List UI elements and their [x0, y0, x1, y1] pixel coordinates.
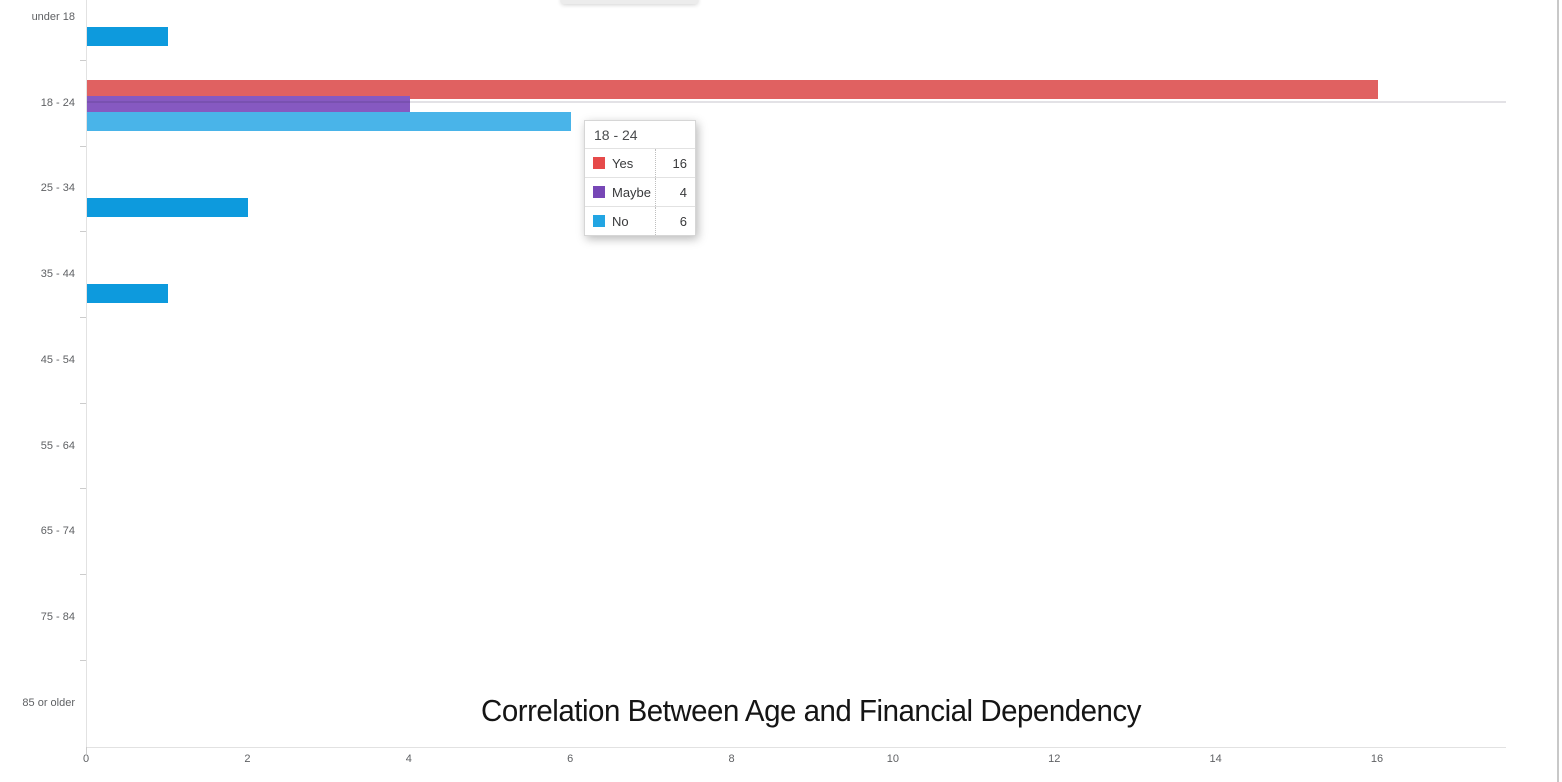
cutoff-toolbar-element: [561, 0, 698, 4]
y-axis-tick: [80, 59, 86, 61]
y-axis-tick: [80, 574, 86, 576]
x-axis-origin-tick: [86, 747, 87, 754]
yes-color-swatch-icon: [593, 157, 605, 169]
tooltip-label: Maybe: [612, 184, 652, 200]
bar-no-under-18[interactable]: [87, 26, 168, 46]
tooltip-header: 18 - 24: [594, 126, 638, 143]
x-axis-label-10: 10: [886, 753, 900, 765]
y-axis-tick: [80, 659, 86, 661]
y-axis-label-45---54: 45 - 54: [40, 353, 75, 366]
y-axis-label-35---44: 35 - 44: [40, 268, 75, 281]
tooltip-value: 6: [655, 207, 695, 235]
x-axis-label-4: 4: [405, 753, 412, 765]
x-axis-label-6: 6: [567, 753, 574, 765]
x-axis-label-0: 0: [82, 753, 90, 765]
chart-title: Correlation Between Age and Financial De…: [481, 693, 1141, 728]
y-axis-label-75---84: 75 - 84: [40, 611, 75, 624]
y-axis-tick: [80, 402, 86, 404]
y-axis-label-55---64: 55 - 64: [40, 439, 75, 452]
y-axis-line: [86, 0, 87, 748]
hover-guide-line: [87, 101, 1506, 103]
tooltip-row-maybe: Maybe 4: [585, 177, 695, 206]
y-axis-label-25---34: 25 - 34: [40, 182, 75, 195]
no-color-swatch-icon: [593, 215, 605, 227]
tooltip-row-yes: Yes 16: [585, 148, 695, 177]
x-axis-line: [86, 747, 1506, 748]
x-axis-label-12: 12: [1048, 753, 1061, 765]
y-axis-label-18---24: 18 - 24: [40, 96, 75, 109]
tooltip-value: 4: [655, 178, 695, 206]
y-axis-label-under-18: under 18: [31, 11, 75, 23]
y-axis-label-85-or-older: 85 or older: [22, 696, 75, 709]
y-axis-label-65---74: 65 - 74: [40, 525, 75, 538]
y-axis-tick: [80, 488, 86, 490]
x-axis-label-2: 2: [244, 753, 251, 765]
x-axis-label-14: 14: [1209, 753, 1222, 765]
bar-no-18---24[interactable]: [87, 112, 572, 132]
bar-yes-18---24[interactable]: [87, 80, 1379, 100]
bar-maybe-18---24[interactable]: [87, 96, 410, 116]
tooltip-label: Yes: [612, 155, 634, 171]
container-right-border: [1557, 0, 1559, 782]
maybe-color-swatch-icon: [593, 186, 605, 198]
bar-no-35---44[interactable]: [87, 283, 168, 303]
tooltip-row-no: No 6: [585, 206, 695, 235]
bar-no-25---34[interactable]: [87, 197, 249, 217]
tooltip-value: 16: [655, 149, 695, 177]
y-axis-tick: [80, 145, 86, 147]
y-axis-tick: [80, 317, 86, 319]
x-axis-label-8: 8: [728, 753, 735, 765]
x-axis-label-16: 16: [1370, 753, 1384, 765]
tooltip-label: No: [612, 213, 629, 229]
tooltip: 18 - 24 Yes 16 Maybe 4 No 6: [584, 120, 696, 236]
y-axis-tick: [80, 231, 86, 233]
